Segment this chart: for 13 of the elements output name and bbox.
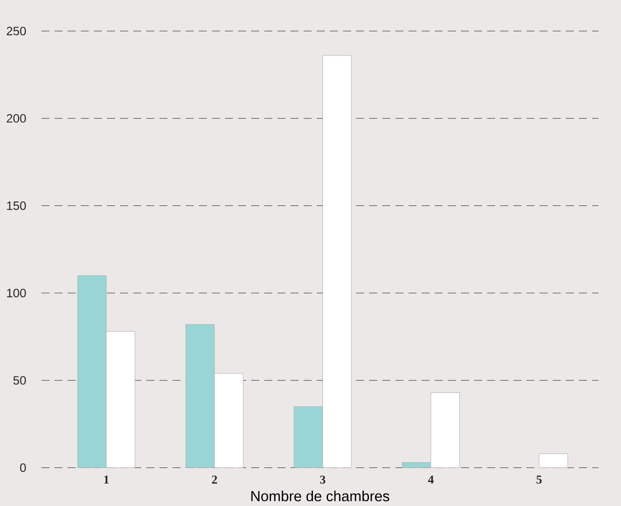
x-tick-label: 1 — [104, 475, 109, 484]
x-tick-label: 5 — [536, 475, 542, 484]
bar — [538, 453, 568, 468]
y-tick-label: 0 — [20, 463, 26, 472]
x-axis-title: Nombre de chambres — [251, 490, 390, 502]
y-tick-label: 150 — [7, 201, 26, 210]
x-tick-label: 3 — [320, 475, 326, 484]
y-tick-label: 50 — [13, 376, 26, 384]
y-tick-label: 200 — [6, 114, 26, 122]
y-tick-label: 250 — [6, 26, 26, 36]
y-tick-label: 100 — [7, 288, 26, 298]
x-tick-label: 2 — [212, 475, 218, 484]
x-tick-label: 4 — [428, 475, 434, 484]
